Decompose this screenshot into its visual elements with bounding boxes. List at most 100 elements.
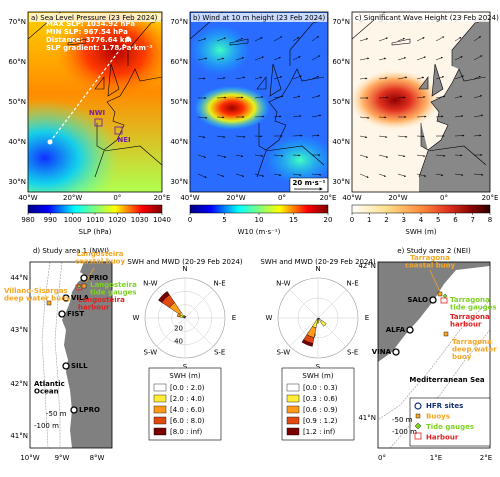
rose-tick-label: 20 — [174, 324, 183, 332]
panel-title: c) Significant Wave Height (23 Feb 2024) — [355, 14, 499, 22]
wind-map — [190, 12, 328, 192]
annotation: MIN SLP: 967.54 hPa — [46, 28, 128, 36]
rose-segment — [183, 315, 186, 318]
lon-label: 20°W — [63, 194, 82, 202]
buoy-label: deep water — [452, 346, 497, 354]
lat-label: 40°N — [170, 138, 188, 146]
annotation: SLP gradient: 1.78 Pa·km⁻¹ — [46, 44, 153, 52]
colorbar-tick-label: 7 — [471, 216, 475, 224]
wind-arrow — [235, 37, 243, 42]
lat-label: 40°N — [8, 138, 26, 146]
direction-label: N-W — [143, 279, 157, 287]
buoy-label: Tarragona — [452, 338, 492, 346]
tide-gauge-label: Tarragona — [450, 296, 490, 304]
lon-label: 2°E — [480, 454, 492, 462]
legend-label: [0.0 : 2.0) — [170, 384, 205, 392]
wind-arrow — [197, 116, 208, 119]
legend-swatch — [286, 416, 300, 425]
lat-label: 60°N — [8, 58, 26, 66]
buoy-label: coastal buoy — [75, 258, 126, 266]
hfr-site — [429, 296, 437, 304]
wind-arrow — [273, 76, 283, 80]
colorbar-tick-label: 2 — [384, 216, 388, 224]
hfr-site — [62, 362, 70, 370]
lat-label: 70°N — [332, 18, 350, 26]
wind-arrow — [216, 173, 225, 177]
colorbar-tick-label: 5 — [436, 216, 440, 224]
wind-arrow — [359, 38, 369, 42]
rose-segment — [317, 317, 321, 320]
direction-label: S-W — [144, 349, 158, 357]
legend-swatch — [153, 405, 167, 414]
colorbar-tick-label: 0 — [350, 216, 354, 224]
wind-arrow — [197, 173, 207, 178]
annotation: MAX SLP: 1034.92 hPa — [46, 20, 135, 28]
panel-frame — [189, 11, 329, 193]
wind-arrow — [254, 76, 263, 80]
direction-label: S-E — [214, 349, 225, 357]
colorbar-tick-label: 10 — [255, 216, 264, 224]
title-bg — [353, 13, 489, 22]
colorbar-tick-label: 6 — [453, 216, 458, 224]
wind-arrow — [292, 75, 302, 80]
isobath-label: -50 m — [392, 416, 413, 424]
direction-label: S — [316, 363, 321, 371]
wind-arrow — [292, 56, 301, 61]
wind-arrow — [435, 56, 443, 61]
legend-swatch — [286, 405, 300, 414]
colorbar-tick-label: 0 — [188, 216, 192, 224]
lon-label: 0° — [378, 454, 386, 462]
wind-arrow — [454, 173, 464, 176]
legend-label: [4.0 : 6.0) — [170, 406, 205, 414]
colorbar-tick-label: 1010 — [86, 216, 104, 224]
study-area-1-map — [29, 261, 113, 449]
wind-arrow — [454, 75, 464, 80]
title-bg — [29, 13, 161, 22]
colorbar-tick-label: 4 — [419, 216, 424, 224]
wind-arrow — [435, 115, 444, 118]
wind-arrow — [454, 115, 464, 118]
wind-arrow — [397, 96, 406, 99]
lat-label: 70°N — [170, 18, 188, 26]
colorbar — [189, 204, 329, 214]
colorbar-label: SWH (m) — [405, 228, 436, 236]
wind-arrow — [197, 135, 206, 139]
wind-arrow — [416, 154, 426, 157]
direction-label: S — [183, 363, 188, 371]
direction-label: N — [182, 265, 187, 273]
wind-arrow — [197, 154, 207, 158]
buoy-label: Langosteira — [77, 250, 124, 258]
wind-arrow — [454, 95, 463, 99]
wind-arrow — [273, 95, 284, 99]
lat-label: 30°N — [8, 178, 26, 186]
harbour-label: Langosteira — [78, 296, 125, 304]
isobath-label: -100 m — [392, 428, 417, 436]
wind-arrow — [473, 55, 483, 61]
lon-label: 20°W — [388, 194, 407, 202]
legend-swatch — [153, 427, 167, 436]
lon-label: 9°W — [55, 454, 70, 462]
wind-arrow — [397, 37, 405, 42]
wind-arrow — [216, 77, 226, 80]
direction-label: N — [315, 265, 320, 273]
rose-segment — [158, 291, 170, 303]
direction-label: S-W — [277, 349, 291, 357]
buoy-label: Villano-Sisargas — [4, 287, 68, 295]
lat-label: 70°N — [8, 18, 26, 26]
wind-arrow — [273, 115, 282, 118]
sea-label: Mediterranean Sea — [409, 376, 485, 384]
wind-arrow — [378, 154, 389, 158]
legend-swatch — [153, 394, 167, 403]
rose-title: SWH and MWD (20-29 Feb 2024) — [260, 258, 376, 266]
legend-label: HFR sites — [426, 402, 463, 410]
colorbar-label: SLP (hPa) — [79, 228, 112, 236]
legend-label: [0.0 : 0.3) — [303, 384, 338, 392]
wind-arrow — [273, 173, 282, 177]
lat-label: 30°N — [170, 178, 188, 186]
direction-label: W — [133, 314, 140, 322]
wind-arrow — [216, 154, 227, 158]
direction-label: N-E — [214, 279, 226, 287]
lat-label: 40°N — [332, 138, 350, 146]
wind-arrow — [197, 77, 206, 80]
direction-label: E — [365, 314, 369, 322]
